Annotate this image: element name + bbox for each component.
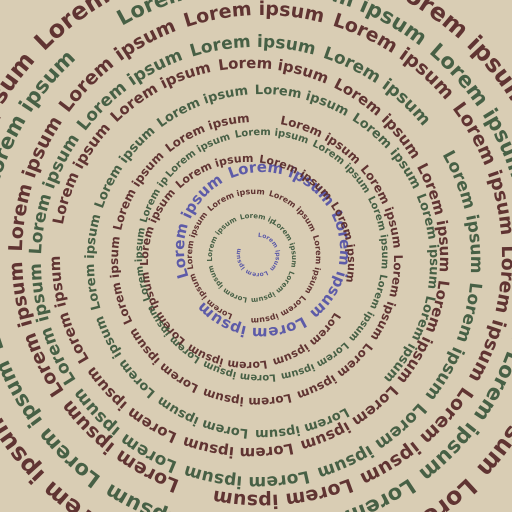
- spiral-canvas: Lorem ipsum Lorem ipsum Lorem ipsum Lore…: [0, 0, 512, 512]
- background: [0, 0, 512, 512]
- spiral-text-artwork: Lorem ipsum Lorem ipsum Lorem ipsum Lore…: [0, 0, 512, 512]
